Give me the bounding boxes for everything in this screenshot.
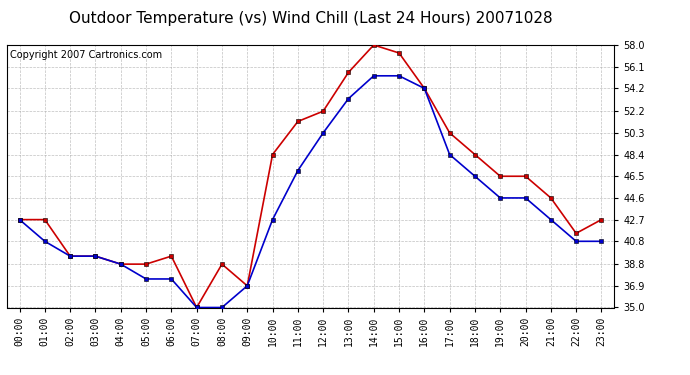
Text: Outdoor Temperature (vs) Wind Chill (Last 24 Hours) 20071028: Outdoor Temperature (vs) Wind Chill (Las… — [69, 11, 552, 26]
Text: Copyright 2007 Cartronics.com: Copyright 2007 Cartronics.com — [10, 50, 162, 60]
